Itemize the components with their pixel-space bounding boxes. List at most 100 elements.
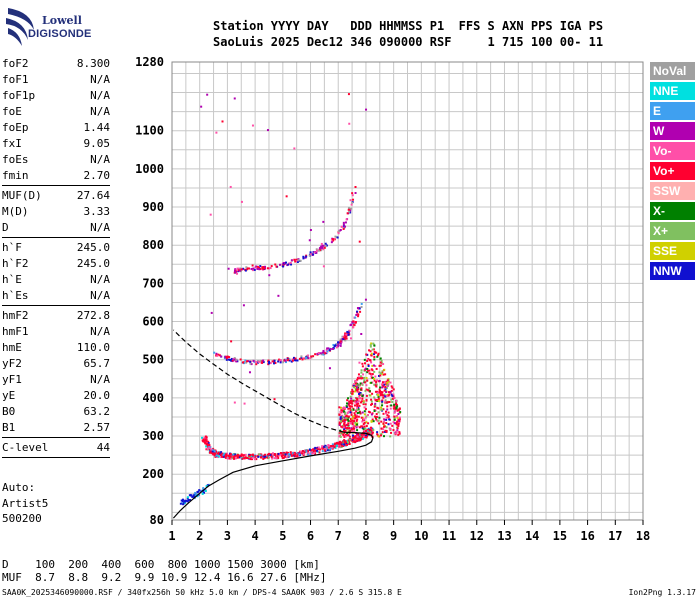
spread-f-dot	[357, 408, 360, 411]
spread-f-dot	[349, 395, 352, 398]
spread-f-dot	[356, 423, 359, 426]
trace-3f-dot	[352, 198, 355, 201]
spread-f-dot	[366, 367, 369, 370]
trace-2f-dot	[326, 350, 329, 353]
trace-1f-dot	[266, 453, 269, 456]
spread-f-dot	[361, 362, 364, 365]
noise-dot	[358, 240, 361, 243]
trace-1f-dot	[201, 436, 204, 439]
trace-3f-dot	[302, 255, 305, 258]
param-value: N/A	[90, 89, 110, 102]
param-value: N/A	[90, 153, 110, 166]
trace-1f-dot	[338, 441, 341, 444]
trace-2f-dot	[225, 357, 228, 360]
trace-2f-dot	[343, 337, 346, 340]
trace-1f-dot	[204, 442, 207, 445]
low-trace-dot	[191, 495, 194, 498]
x-tick-label: 17	[608, 529, 622, 543]
spread-f-dot	[379, 386, 382, 389]
trace-1f-dot	[213, 453, 216, 456]
trace-1f-dot	[253, 455, 256, 458]
spread-f-dot	[363, 425, 366, 428]
trace-3f-dot	[354, 191, 357, 194]
trace-1f-dot	[221, 452, 224, 455]
x-tick-label: 10	[414, 529, 428, 543]
spread-f-dot	[354, 417, 357, 420]
noise-dot	[268, 274, 271, 277]
spread-f-dot	[379, 394, 382, 397]
trace-1f-dot	[277, 456, 280, 459]
spread-f-dot	[382, 373, 385, 376]
spread-f-dot	[350, 413, 353, 416]
param-row: h`Es N/A	[2, 288, 110, 304]
trace-1f-dot	[205, 440, 208, 443]
noise-dot	[309, 229, 312, 232]
spread-f-dot	[396, 420, 399, 423]
trace-2f-dot	[329, 348, 332, 351]
trace-3f-dot	[351, 201, 354, 204]
spread-f-dot	[372, 342, 375, 345]
file-info-footer: SAA0K_2025346090000.RSF / 340fx256h 50 k…	[2, 588, 698, 597]
low-trace-dot	[180, 499, 183, 502]
trace-1f-dot	[341, 444, 344, 447]
spread-f-dot	[353, 404, 356, 407]
spread-f-dot	[360, 400, 363, 403]
spread-f-dot	[357, 400, 360, 403]
trace-1f-dot	[295, 455, 298, 458]
trace-2f-dot	[342, 337, 345, 340]
spread-f-dot	[348, 405, 351, 408]
spread-f-dot	[360, 393, 363, 396]
topside-profile-dashed-line	[172, 329, 344, 433]
trace-1f-dot	[358, 434, 361, 437]
spread-f-dot	[339, 432, 342, 435]
spread-f-dot	[347, 407, 350, 410]
spread-f-dot	[379, 357, 382, 360]
spread-f-dot	[397, 408, 400, 411]
trace-1f-dot	[336, 442, 339, 445]
spread-f-dot	[374, 365, 377, 368]
trace-1f-dot	[264, 455, 267, 458]
spread-f-dot	[354, 409, 357, 412]
spread-f-dot	[361, 365, 364, 368]
spread-f-dot	[364, 381, 367, 384]
param-value: 2.70	[83, 169, 111, 182]
spread-f-dot	[356, 407, 359, 410]
low-trace-dot	[186, 496, 189, 499]
noise-dot	[277, 294, 280, 297]
spread-f-dot	[359, 382, 362, 385]
spread-f-dot	[381, 381, 384, 384]
noise-dot	[322, 220, 325, 223]
trace-3f-dot	[337, 232, 340, 235]
spread-f-dot	[354, 390, 357, 393]
trace-1f-dot	[207, 445, 210, 448]
spread-f-dot	[348, 428, 351, 431]
trace-3f-dot	[334, 235, 337, 238]
trace-3f-dot	[263, 267, 266, 270]
spread-f-dot	[358, 391, 361, 394]
spread-f-dot	[373, 377, 376, 380]
trace-1f-dot	[353, 437, 356, 440]
noise-dot	[322, 265, 325, 268]
spread-f-dot	[354, 423, 357, 426]
trace-2f-dot	[273, 362, 276, 365]
low-trace-dot	[189, 494, 192, 497]
trace-1f-dot	[229, 457, 232, 460]
spread-f-dot	[368, 431, 371, 434]
trace-1f-dot	[309, 453, 312, 456]
spread-f-dot	[366, 353, 369, 356]
x-tick-label: 6	[307, 529, 314, 543]
spread-f-dot	[365, 377, 368, 380]
trace-1f-dot	[283, 452, 286, 455]
spread-f-dot	[384, 395, 387, 398]
noise-dot	[242, 304, 245, 307]
trace-1f-dot	[328, 446, 331, 449]
trace-1f-dot	[357, 438, 360, 441]
spread-f-dot	[352, 384, 355, 387]
trace-1f-dot	[330, 447, 333, 450]
spread-f-dot	[393, 411, 396, 414]
trace-2f-dot	[352, 320, 355, 323]
spread-f-dot	[341, 431, 344, 434]
trace-1f-dot	[356, 438, 359, 441]
spread-f-dot	[367, 422, 370, 425]
trace-1f-dot	[319, 448, 322, 451]
